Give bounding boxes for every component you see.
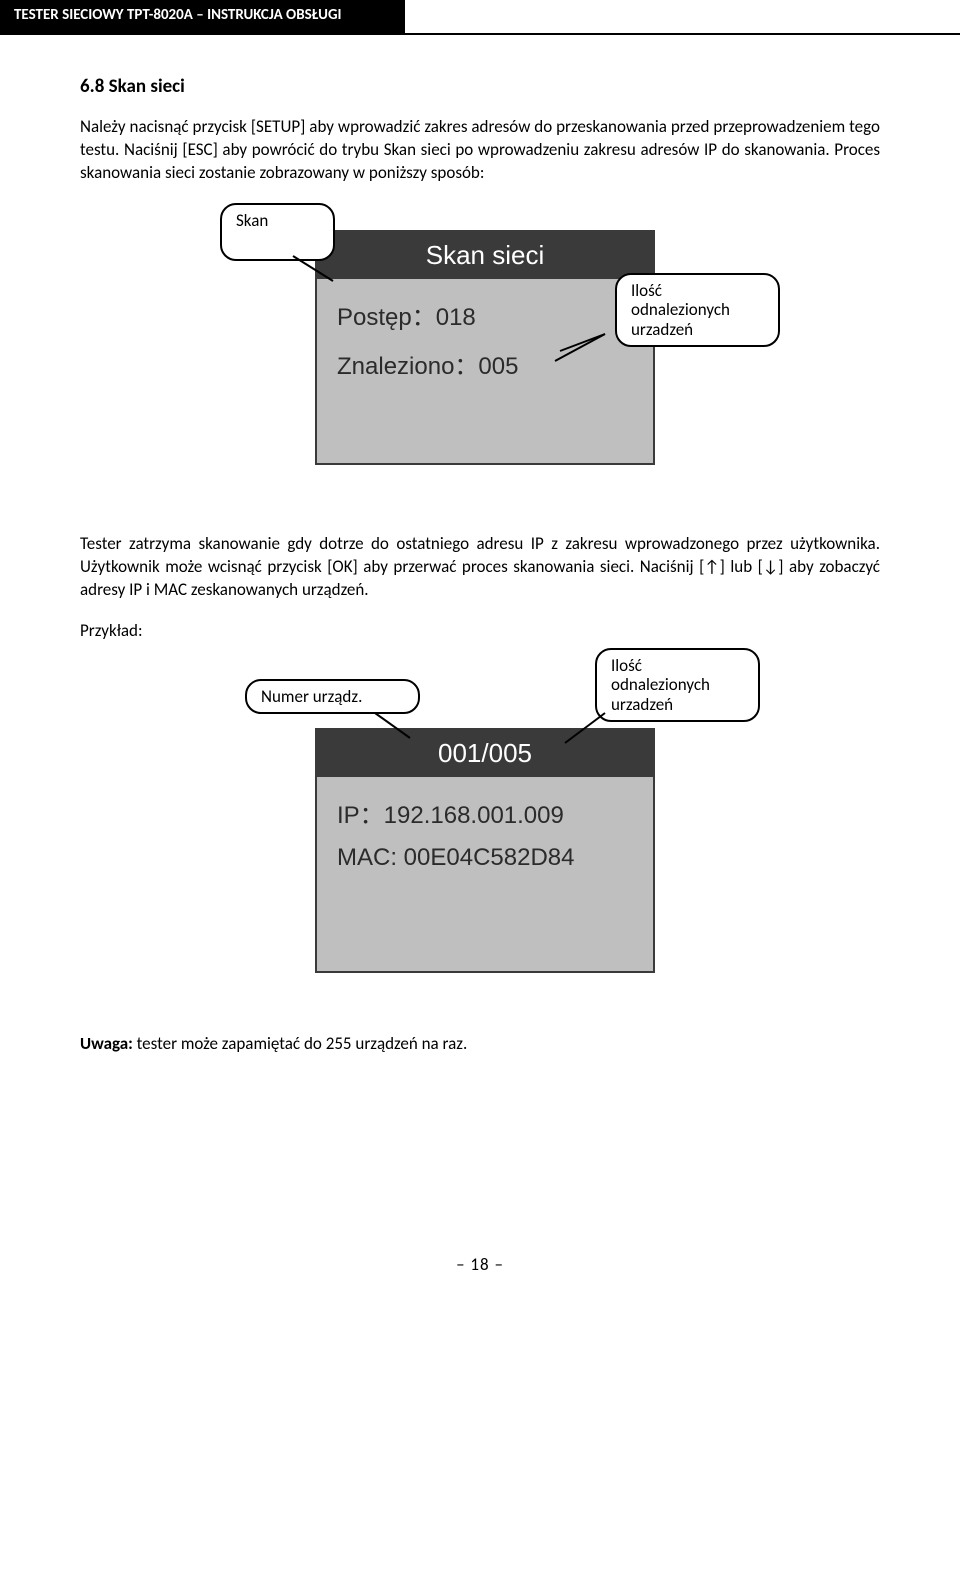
screen2-body: IP：192.168.001.009 MAC: 00E04C582D84 xyxy=(317,777,653,904)
screen2-line2: MAC: 00E04C582D84 xyxy=(337,844,633,872)
callout-device-number-label: Numer urządz. xyxy=(261,686,362,707)
screen1-line1: Postęp：018 xyxy=(337,297,633,332)
callout-count-2-label: Ilość odnalezionych urzadzeń xyxy=(611,655,710,715)
note: Uwaga: tester może zapamiętać do 255 urz… xyxy=(80,1033,880,1054)
callout-skan-tail xyxy=(288,251,348,291)
paragraph-2: Tester zatrzyma skanowanie gdy dotrze do… xyxy=(80,533,880,602)
page-content: 6.8 Skan sieci Należy nacisnąć przycisk … xyxy=(0,75,960,1094)
screen1-title: Skan sieci xyxy=(317,232,653,279)
callout-count-1: Ilość odnalezionych urzadzeń xyxy=(615,273,780,348)
figure-1: Skan sieci Postęp：018 Znaleziono：005 Ska… xyxy=(220,203,740,483)
figure-2: 001/005 IP：192.168.001.009 MAC: 00E04C58… xyxy=(220,653,740,983)
callout-count-1-label: Ilość odnalezionych urzadzeń xyxy=(631,280,730,340)
screen2-line1: IP：192.168.001.009 xyxy=(337,795,633,830)
device-screen-2: 001/005 IP：192.168.001.009 MAC: 00E04C58… xyxy=(315,728,655,973)
section-heading: 6.8 Skan sieci xyxy=(80,75,880,98)
paragraph-1: Należy nacisnąć przycisk [SETUP] aby wpr… xyxy=(80,116,880,185)
note-label: Uwaga: xyxy=(80,1033,133,1054)
page-number: – 18 – xyxy=(0,1254,960,1305)
note-text: tester może zapamiętać do 255 urządzeń n… xyxy=(133,1033,467,1054)
header-title: TESTER SIECIOWY TPT-8020A – INSTRUKCJA O… xyxy=(14,6,342,24)
callout-device-number-tail xyxy=(370,708,430,748)
header-underline xyxy=(0,33,960,35)
callout-count-2-tail xyxy=(560,708,620,748)
example-label: Przykład: xyxy=(80,620,880,643)
callout-count-1-tail xyxy=(550,331,620,371)
document-header: TESTER SIECIOWY TPT-8020A – INSTRUKCJA O… xyxy=(0,0,405,33)
callout-skan-label: Skan xyxy=(236,210,268,231)
